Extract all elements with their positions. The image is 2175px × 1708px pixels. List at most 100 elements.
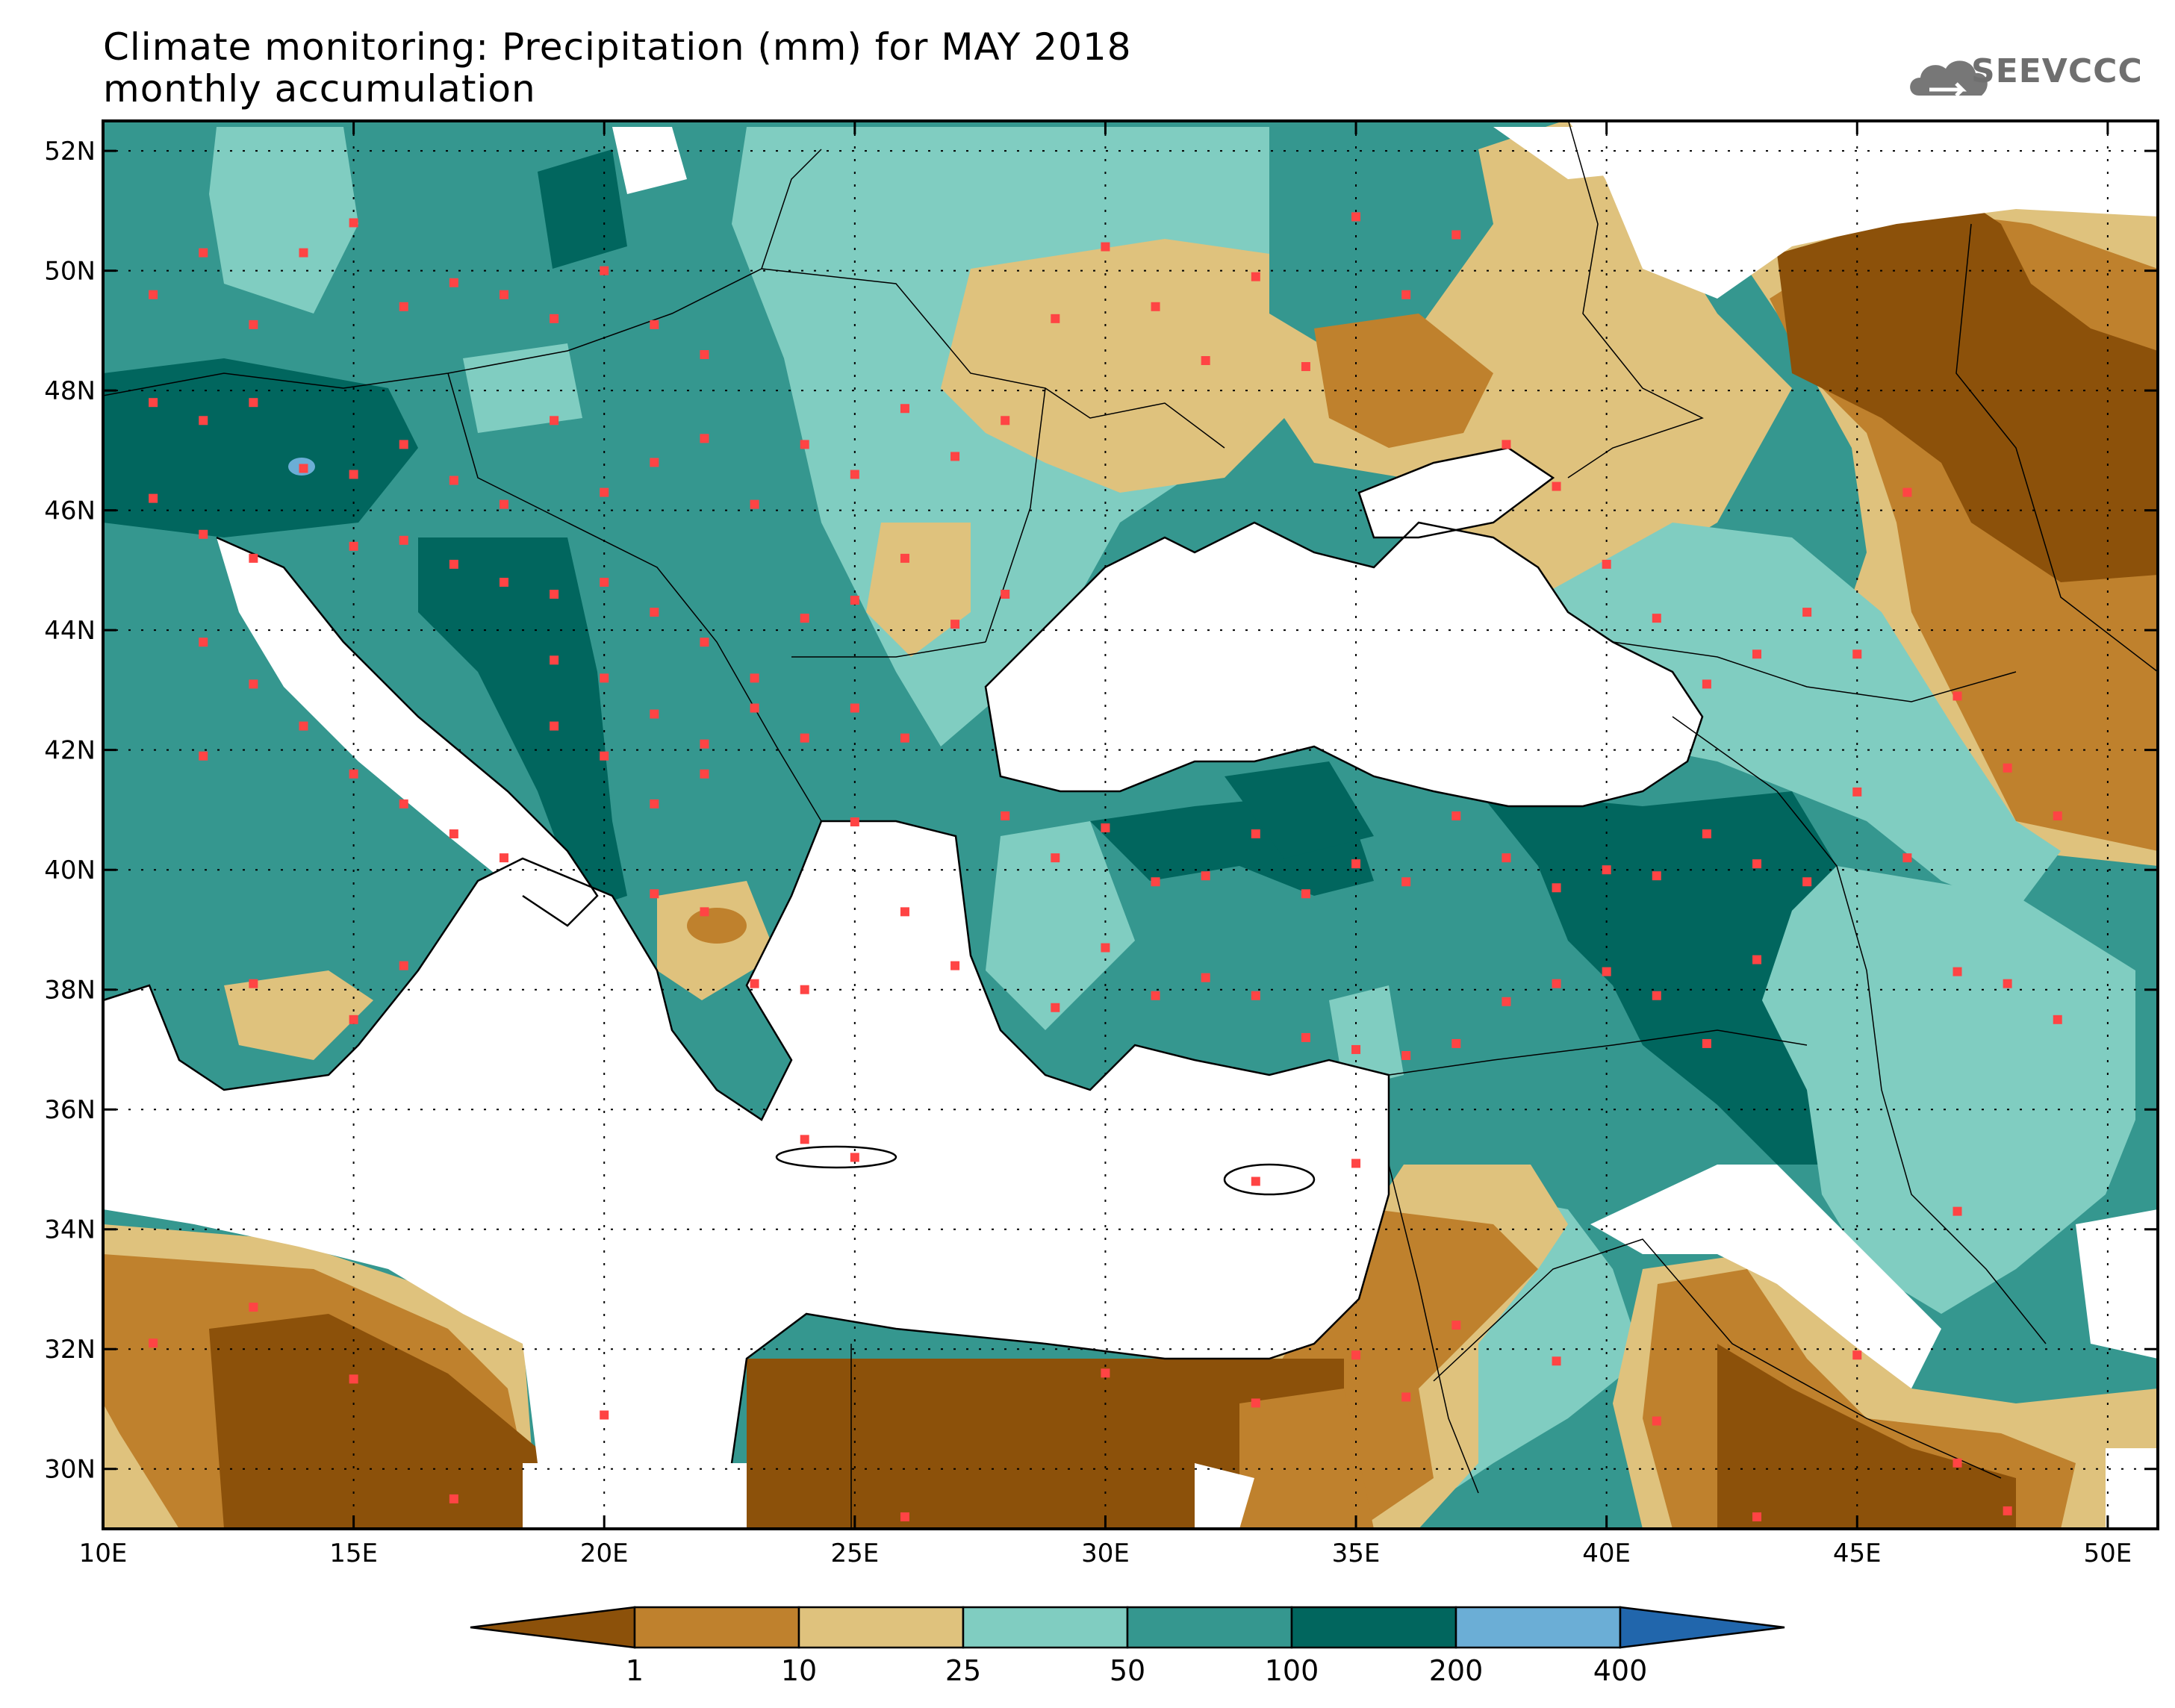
station-marker	[1301, 1032, 1310, 1042]
station-marker	[750, 673, 759, 683]
map-title: Climate monitoring: Precipitation (mm) f…	[103, 25, 1132, 69]
field-lt1	[1777, 194, 2158, 582]
station-marker	[199, 638, 208, 647]
station-marker	[399, 302, 408, 311]
station-marker	[449, 559, 458, 569]
x-tick-label: 50E	[2084, 1539, 2132, 1568]
station-marker	[1852, 1350, 1862, 1360]
station-marker	[850, 703, 859, 713]
station-marker	[199, 416, 208, 426]
station-marker	[249, 398, 258, 408]
station-marker	[199, 529, 208, 539]
field-1-10	[687, 908, 747, 944]
station-marker	[1802, 877, 1812, 887]
field-1-10	[1314, 314, 1493, 448]
colorbar-segment	[633, 1606, 800, 1649]
station-marker	[1652, 991, 1661, 1000]
station-marker	[550, 416, 559, 426]
station-marker	[2053, 811, 2062, 820]
map-frame	[102, 119, 2159, 1530]
station-marker	[1151, 302, 1160, 311]
station-marker	[349, 541, 358, 551]
station-marker	[249, 979, 258, 988]
station-marker	[1502, 997, 1511, 1006]
x-tick-label: 10E	[79, 1539, 128, 1568]
y-tick-label: 40N	[44, 855, 96, 885]
station-marker	[650, 458, 659, 467]
station-marker	[1351, 212, 1361, 222]
station-marker	[950, 620, 960, 629]
field-25-50	[986, 821, 1135, 1030]
field-100-200	[538, 149, 627, 269]
station-marker	[499, 853, 508, 863]
station-marker	[600, 751, 609, 761]
station-marker	[1802, 608, 1812, 617]
station-marker	[399, 440, 408, 449]
station-marker	[700, 349, 709, 359]
station-marker	[600, 266, 609, 275]
station-marker	[2003, 1506, 2012, 1515]
station-marker	[1652, 614, 1661, 623]
station-marker	[349, 1014, 358, 1024]
y-tick-label: 42N	[44, 736, 96, 766]
station-marker	[1101, 1368, 1110, 1378]
field-100-200	[1225, 761, 1374, 858]
station-marker	[1051, 1003, 1060, 1012]
station-marker	[499, 499, 508, 509]
field-10-25	[866, 523, 971, 657]
station-marker	[1552, 883, 1561, 893]
station-marker	[1351, 1159, 1361, 1168]
station-marker	[650, 709, 659, 719]
field-100-200	[103, 358, 418, 537]
station-marker	[900, 553, 909, 563]
logo-text: SEEVCCC	[1971, 52, 2143, 90]
station-marker	[800, 985, 809, 994]
station-marker	[1752, 859, 1762, 869]
field-lt1	[1717, 1344, 2016, 1529]
station-marker	[1251, 1176, 1260, 1186]
station-marker	[700, 769, 709, 779]
y-tick-label: 52N	[44, 137, 96, 166]
station-marker	[1301, 889, 1310, 899]
colorbar-segment	[962, 1606, 1129, 1649]
station-marker	[1201, 356, 1210, 366]
country-borders	[103, 121, 2158, 1529]
station-marker	[1451, 1321, 1461, 1330]
x-tick-label: 20E	[580, 1539, 629, 1568]
field-100-200	[1478, 791, 1837, 1165]
station-marker	[700, 434, 709, 443]
station-marker	[1902, 487, 1912, 497]
station-marker	[1451, 811, 1461, 820]
station-marker	[2003, 979, 2012, 988]
station-marker	[1301, 362, 1310, 372]
station-marker	[1101, 823, 1110, 833]
station-marker	[449, 476, 458, 485]
station-marker	[1451, 230, 1461, 240]
station-marker	[1552, 979, 1561, 988]
field-lt1	[209, 1314, 538, 1529]
station-marker	[1602, 559, 1611, 569]
station-marker	[449, 278, 458, 287]
station-marker	[900, 907, 909, 917]
station-marker	[550, 314, 559, 323]
station-marker	[1251, 991, 1260, 1000]
station-marker	[850, 1153, 859, 1162]
x-tick-label: 25E	[830, 1539, 879, 1568]
colorbar-label: 1	[626, 1654, 644, 1687]
station-marker	[800, 614, 809, 623]
station-marker	[600, 577, 609, 587]
station-marker	[900, 404, 909, 414]
colorbar-label: 200	[1429, 1654, 1484, 1687]
station-marker	[800, 733, 809, 743]
colorbar-label: 25	[945, 1654, 981, 1687]
precipitation-fields	[103, 121, 2158, 1529]
station-marker	[1552, 1356, 1561, 1366]
station-marker	[1051, 314, 1060, 323]
cloud-logo-icon	[1910, 60, 1988, 97]
station-markers	[149, 212, 2062, 1521]
y-tick-label: 48N	[44, 376, 96, 406]
station-marker	[199, 248, 208, 258]
station-marker	[1401, 1392, 1411, 1402]
station-marker	[600, 673, 609, 683]
y-tick-label: 34N	[44, 1215, 96, 1245]
